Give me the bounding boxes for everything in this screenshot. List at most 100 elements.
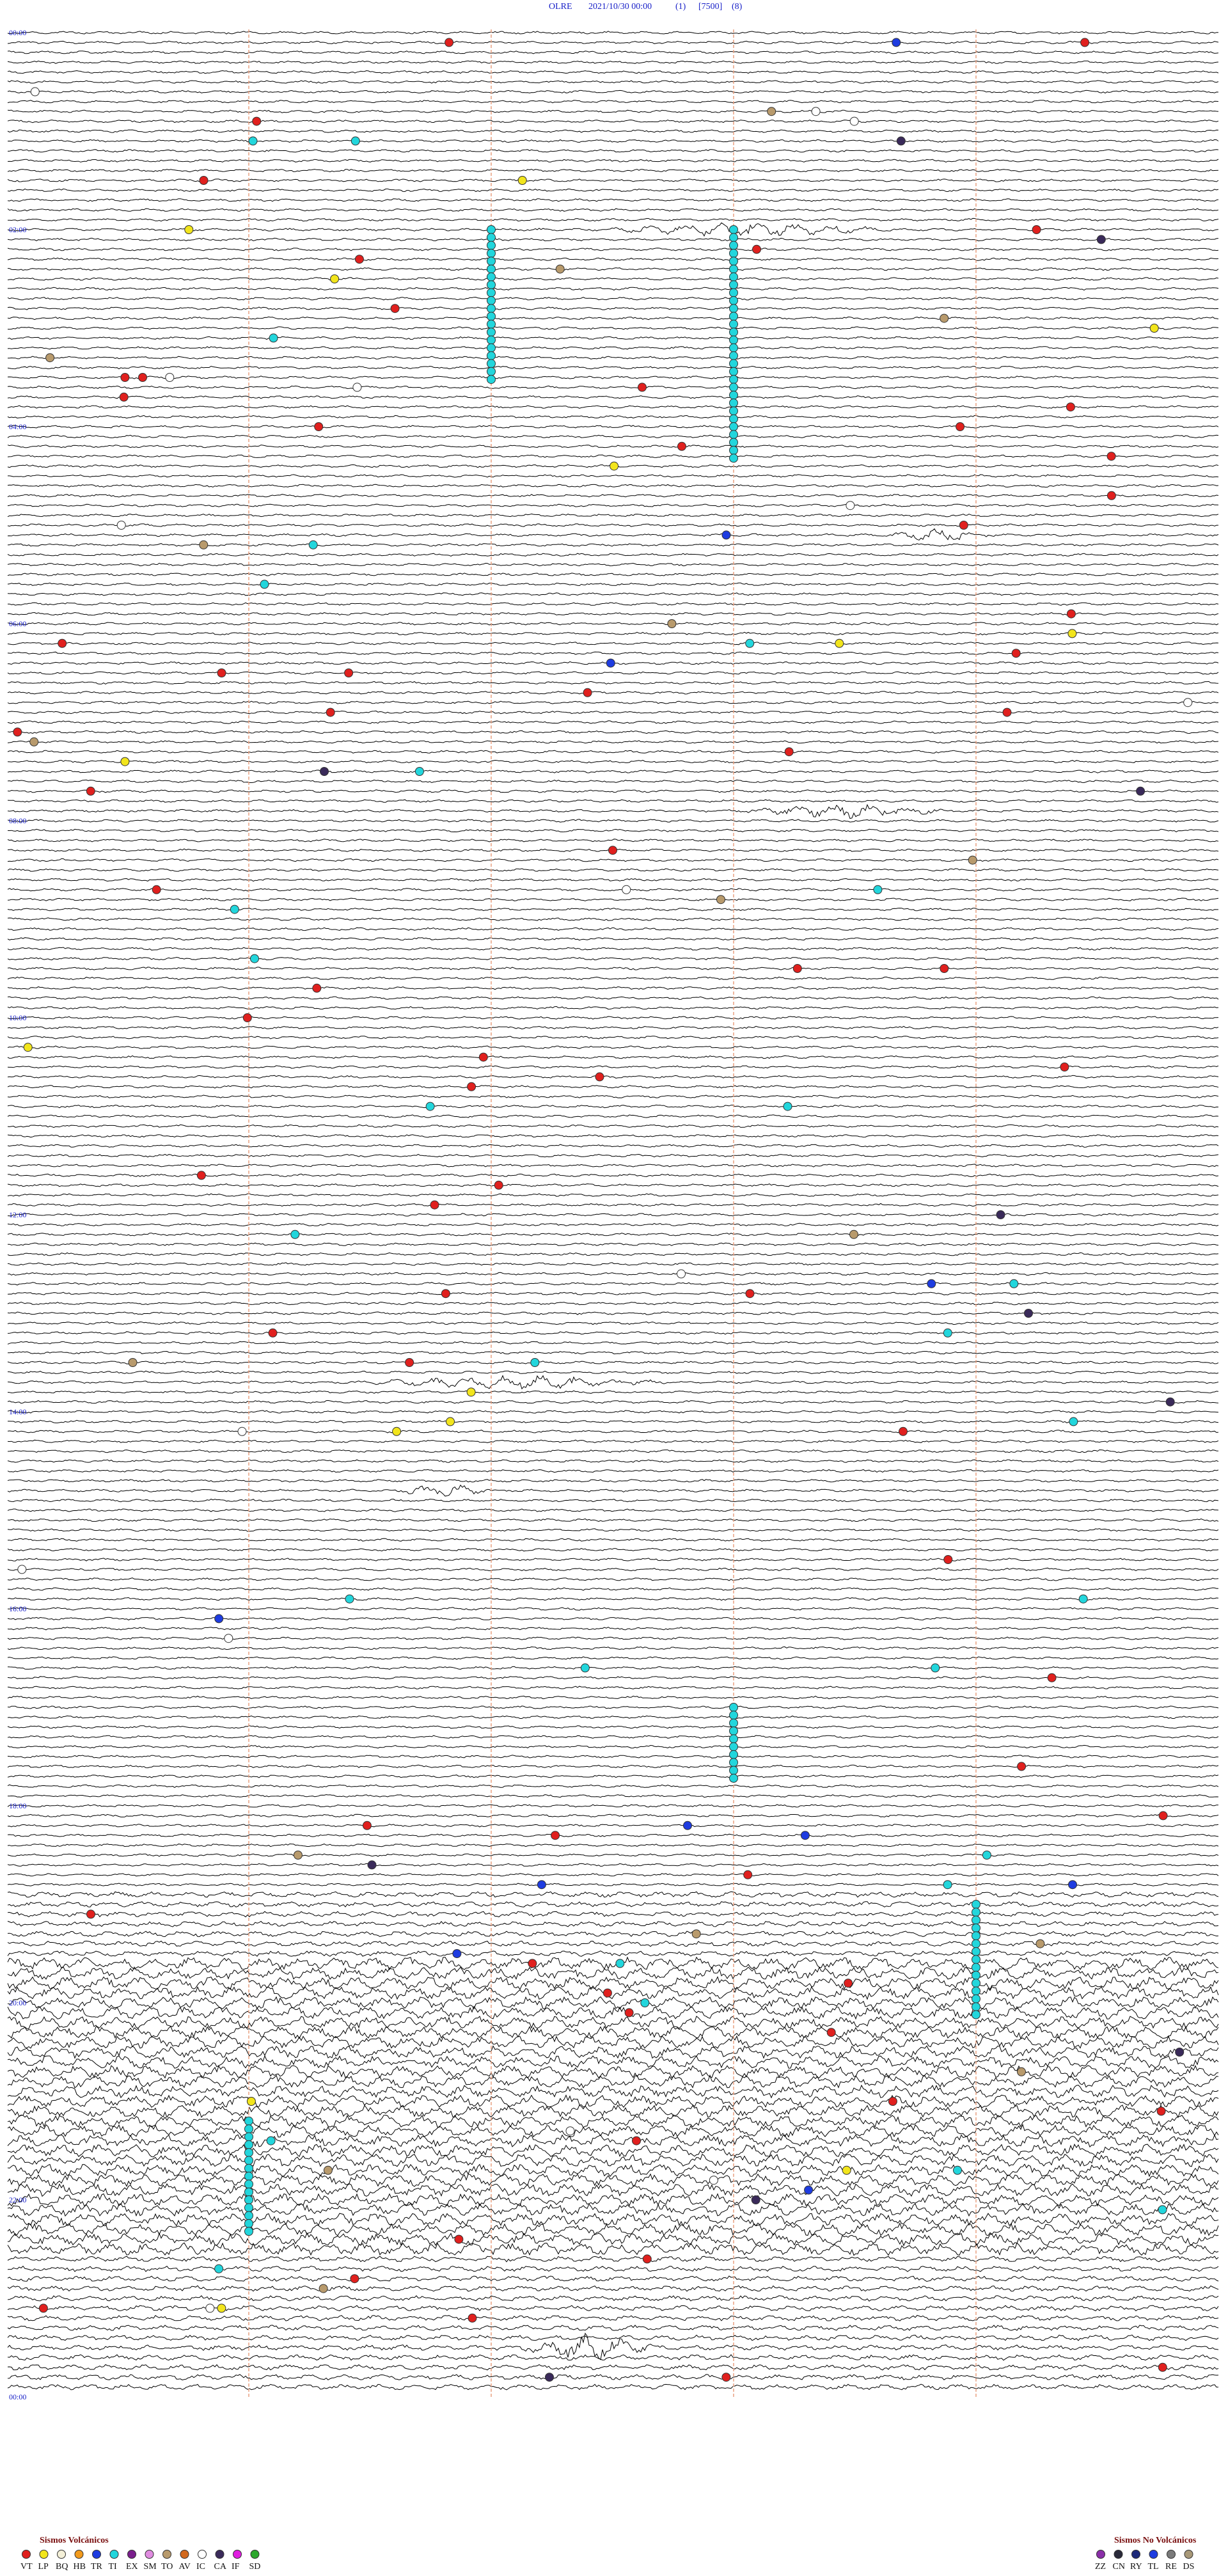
event-marker bbox=[545, 2373, 554, 2382]
trace bbox=[7, 198, 1219, 202]
event-marker bbox=[610, 461, 619, 471]
event-marker bbox=[972, 1963, 980, 1972]
event-marker bbox=[745, 1289, 755, 1299]
event-marker bbox=[1158, 2205, 1167, 2215]
legend-marker bbox=[39, 2550, 49, 2559]
event-marker bbox=[972, 1900, 980, 1909]
event-marker bbox=[1096, 235, 1106, 244]
event-marker bbox=[362, 1821, 372, 1830]
event-marker bbox=[199, 540, 209, 549]
event-marker bbox=[138, 373, 147, 382]
trace bbox=[7, 297, 1219, 301]
event-marker bbox=[1165, 1397, 1175, 1407]
trace bbox=[7, 1956, 1219, 1971]
trace bbox=[7, 2055, 1219, 2069]
event-marker bbox=[1017, 1762, 1027, 1771]
event-marker bbox=[537, 1880, 546, 1890]
legend-marker bbox=[57, 2550, 66, 2559]
event-marker bbox=[615, 1959, 625, 1968]
event-marker bbox=[842, 2165, 851, 2175]
trace bbox=[7, 139, 1219, 143]
trace bbox=[7, 2084, 1219, 2099]
event-marker bbox=[956, 422, 965, 431]
event-marker bbox=[487, 304, 496, 313]
event-marker bbox=[487, 328, 496, 337]
event-marker bbox=[767, 107, 776, 116]
event-marker bbox=[729, 343, 738, 352]
trace bbox=[7, 1390, 1219, 1394]
legend-marker bbox=[1114, 2550, 1123, 2559]
event-marker bbox=[487, 319, 496, 329]
event-marker bbox=[487, 335, 496, 345]
trace bbox=[7, 1104, 1219, 1109]
event-marker bbox=[555, 264, 565, 274]
legend-code: RY bbox=[1130, 2562, 1142, 2572]
event-marker bbox=[583, 688, 592, 697]
event-marker bbox=[972, 1955, 980, 1964]
event-marker bbox=[721, 2373, 731, 2382]
trace bbox=[7, 789, 1219, 793]
trace bbox=[7, 1469, 1219, 1473]
legend-code: CA bbox=[214, 2562, 227, 2572]
event-marker bbox=[405, 1358, 414, 1367]
event-marker bbox=[487, 241, 496, 250]
event-marker bbox=[326, 707, 335, 717]
event-marker bbox=[244, 2211, 253, 2220]
event-marker bbox=[565, 2126, 575, 2136]
event-marker bbox=[1136, 786, 1145, 796]
trace bbox=[7, 1764, 1219, 1769]
event-marker bbox=[352, 383, 362, 392]
trace bbox=[7, 445, 1219, 448]
event-marker bbox=[729, 359, 738, 368]
trace bbox=[7, 1124, 1219, 1128]
trace bbox=[7, 2124, 1219, 2138]
trace bbox=[7, 1863, 1219, 1867]
trace bbox=[7, 2265, 1219, 2272]
trace bbox=[7, 1597, 1219, 1601]
trace bbox=[7, 2173, 1219, 2187]
event-marker bbox=[487, 351, 496, 361]
trace bbox=[8, 1538, 1219, 1542]
event-marker bbox=[345, 1594, 354, 1604]
trace bbox=[7, 602, 1219, 606]
event-marker bbox=[487, 296, 496, 305]
trace bbox=[7, 592, 1219, 596]
trace bbox=[7, 1725, 1219, 1729]
trace bbox=[7, 1400, 1219, 1404]
trace bbox=[7, 671, 1219, 675]
event-marker bbox=[709, 2176, 718, 2185]
trace bbox=[7, 1341, 1219, 1345]
trace bbox=[8, 2144, 1219, 2158]
event-marker bbox=[350, 2274, 359, 2284]
event-marker bbox=[729, 319, 738, 329]
event-marker bbox=[517, 176, 527, 185]
trace bbox=[7, 405, 1219, 409]
legend-title: Sismos No Volcánicos bbox=[1114, 2536, 1197, 2545]
event-marker bbox=[165, 373, 175, 382]
trace bbox=[7, 1114, 1219, 1118]
trace bbox=[7, 248, 1219, 251]
trace bbox=[7, 385, 1219, 390]
legend-title: Sismos Volcánicos bbox=[40, 2536, 109, 2545]
trace bbox=[7, 326, 1219, 330]
event-marker bbox=[784, 747, 794, 757]
legend-marker bbox=[250, 2550, 260, 2559]
trace bbox=[7, 700, 1219, 704]
event-marker bbox=[972, 1986, 980, 1996]
trace bbox=[7, 208, 1219, 212]
event-marker bbox=[1156, 2106, 1166, 2116]
legend-code: TO bbox=[161, 2562, 173, 2572]
event-marker bbox=[1158, 1811, 1168, 1821]
trace bbox=[7, 2193, 1219, 2207]
legend-marker bbox=[215, 2550, 224, 2559]
trace bbox=[7, 976, 1219, 981]
traces bbox=[7, 31, 1219, 2390]
trace bbox=[8, 1173, 1219, 1178]
trace bbox=[7, 642, 1219, 645]
datetime: 2021/10/30 00:00 bbox=[588, 2, 652, 12]
trace bbox=[7, 553, 1219, 557]
trace bbox=[7, 573, 1219, 576]
trace bbox=[7, 1242, 1219, 1246]
event-marker bbox=[729, 1703, 738, 1712]
trace bbox=[7, 1479, 1219, 1483]
